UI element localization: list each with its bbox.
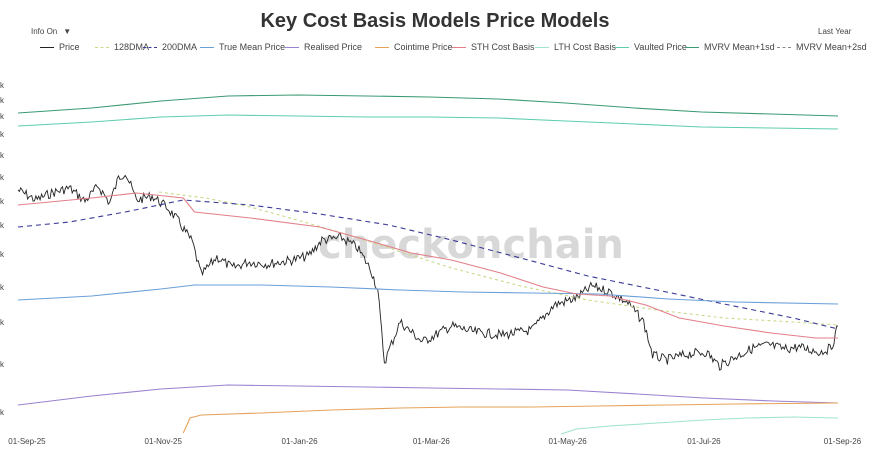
series-line-128dma [158, 191, 839, 326]
legend-label: 200DMA [162, 42, 198, 52]
legend-swatch [285, 46, 299, 48]
y-tick-label: k [0, 408, 5, 417]
legend-label: Price [59, 42, 80, 52]
legend-label: Cointime Price [394, 42, 453, 52]
y-tick-label: k [0, 112, 5, 121]
legend-label: 128DMA [114, 42, 150, 52]
series-line-cointime-price [182, 402, 839, 434]
x-tick-label: 01-Sep-25 [8, 437, 46, 446]
legend-label: MVRV Mean+1sd [704, 42, 775, 52]
legend-label: MVRV Mean+2sd [796, 42, 867, 52]
legend-item-vaulted-price[interactable]: Vaulted Price [615, 42, 687, 52]
series-line-vaulted-price [17, 114, 839, 130]
legend-item-mvrv-mean-2sd[interactable]: MVRV Mean+2sd [777, 42, 867, 52]
legend-swatch [143, 46, 157, 48]
series-line-true-mean-price [17, 284, 839, 305]
x-tick-label: 01-Mar-26 [413, 437, 450, 446]
legend-label: Vaulted Price [634, 42, 687, 52]
legend-swatch [452, 46, 466, 48]
legend-label: True Mean Price [219, 42, 286, 52]
y-tick-label: k [0, 81, 5, 90]
x-tick-label: 01-Jul-26 [687, 437, 721, 446]
legend-swatch [685, 46, 699, 48]
series-line-realised-price [17, 384, 839, 406]
caret-down-icon: ▼ [63, 27, 72, 36]
time-range-label: Last Year [818, 27, 852, 36]
legend-item-lth-cost-basis[interactable]: LTH Cost Basis [535, 42, 616, 52]
legend-swatch [375, 46, 389, 48]
legend-swatch [200, 46, 214, 48]
legend-swatch [615, 46, 629, 48]
info-toggle-dropdown[interactable]: Info On ▼ [31, 27, 71, 36]
chart-legend: Price 128DMA 200DMA True Mean Price Realised… [40, 42, 870, 54]
legend-label: Realised Price [304, 42, 363, 52]
legend-item-sth-cost-basis[interactable]: STH Cost Basis [452, 42, 535, 52]
legend-swatch [777, 46, 791, 48]
y-tick-label: k [0, 96, 5, 105]
x-tick-label: 01-May-26 [549, 437, 588, 446]
time-range-dropdown[interactable]: Last Year [818, 27, 851, 36]
legend-item-cointime-price[interactable]: Cointime Price [375, 42, 453, 52]
info-toggle-label: Info On [31, 27, 58, 36]
x-axis-ticks: 01-Sep-25 01-Nov-25 01-Jan-26 01-Mar-26 01-M… [8, 437, 861, 446]
legend-item-realised-price[interactable]: Realised Price [285, 42, 362, 52]
legend-item-price[interactable]: Price [40, 42, 80, 52]
legend-swatch [535, 46, 549, 48]
legend-label: STH Cost Basis [471, 42, 535, 52]
y-tick-label: k [0, 360, 5, 369]
legend-swatch [95, 46, 109, 48]
series-line-mvrv-mean-1sd [17, 94, 839, 117]
legend-item-200dma[interactable]: 200DMA [143, 42, 197, 52]
x-tick-label: 01-Sep-26 [824, 437, 862, 446]
legend-label: LTH Cost Basis [554, 42, 616, 52]
y-tick-label: k [0, 197, 5, 206]
legend-item-true-mean-price[interactable]: True Mean Price [200, 42, 285, 52]
series-line-price [17, 174, 839, 371]
y-tick-label: k [0, 173, 5, 182]
y-tick-label: k [0, 283, 5, 292]
chart-title: Key Cost Basis Models Price Models [260, 10, 610, 32]
legend-swatch [40, 46, 54, 48]
y-tick-label: k [0, 250, 5, 259]
y-tick-label: k [0, 151, 5, 160]
y-tick-label: k [0, 221, 5, 230]
series-line-lth-cost-basis [560, 416, 839, 435]
x-tick-label: 01-Nov-25 [145, 437, 183, 446]
series-line-sth-cost-basis [17, 192, 838, 339]
legend-item-mvrv-mean-1sd[interactable]: MVRV Mean+1sd [685, 42, 775, 52]
y-tick-label: k [0, 130, 5, 139]
legend-item-128dma[interactable]: 128DMA [95, 42, 149, 52]
series-layer [17, 94, 839, 435]
series-line-200dma [17, 199, 839, 330]
y-tick-label: k [0, 318, 5, 327]
x-tick-label: 01-Jan-26 [282, 437, 319, 446]
